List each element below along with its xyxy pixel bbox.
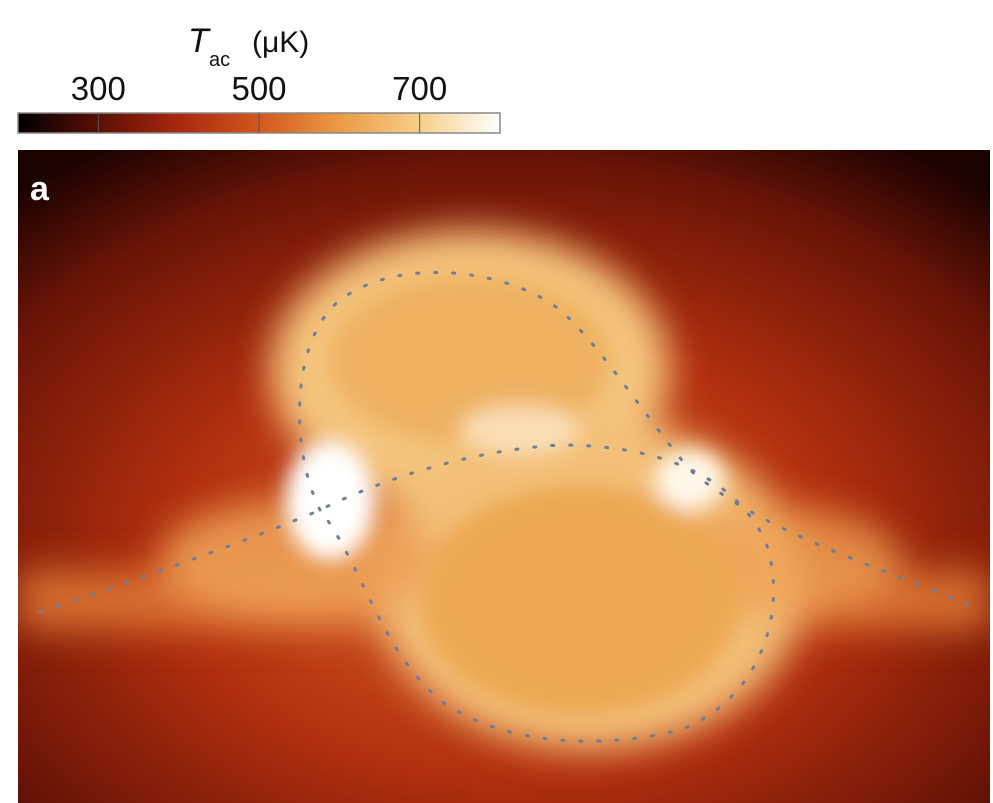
colorbar-tick-label: 300	[71, 70, 126, 107]
colorbar-tick-label: 700	[392, 70, 447, 107]
colorbar-symbol: T	[188, 22, 211, 60]
colorbar-subscript: ac	[209, 49, 230, 71]
colorbar-unit: (μK)	[252, 26, 309, 59]
panel-label: a	[30, 170, 50, 208]
page: T ac (μK) a 300500700 (() => { const dat…	[0, 0, 993, 803]
figure: T ac (μK) a 300 500 700	[0, 0, 993, 803]
colorbar-title: T ac (μK)	[188, 22, 309, 71]
heatmap-image	[18, 150, 990, 803]
colorbar-tick-label: 500	[231, 70, 286, 107]
